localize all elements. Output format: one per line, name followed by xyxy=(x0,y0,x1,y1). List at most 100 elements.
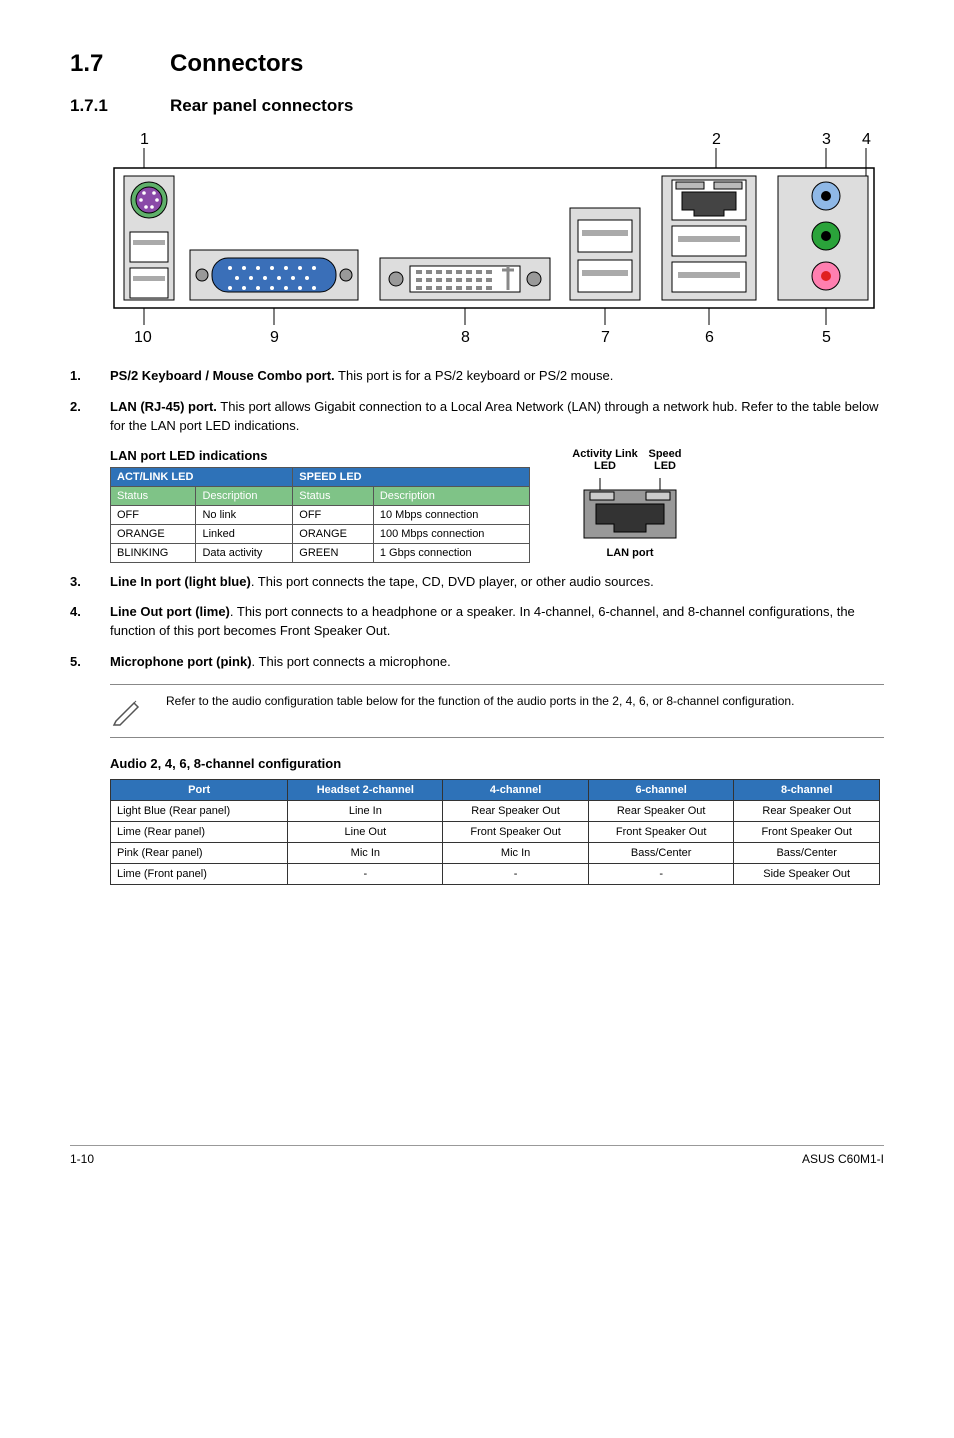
item-2-num: 2. xyxy=(70,398,110,436)
item-5-body: Microphone port (pink). This port connec… xyxy=(110,653,884,672)
audio-th: 8-channel xyxy=(734,779,880,800)
section-number: 1.7 xyxy=(70,50,170,78)
led-cell: 1 Gbps connection xyxy=(373,543,529,562)
section-text: Connectors xyxy=(170,50,303,77)
led-sub-desc-2: Description xyxy=(373,486,529,505)
item-1-text: This port is for a PS/2 keyboard or PS/2… xyxy=(335,368,614,383)
audio-td: Rear Speaker Out xyxy=(443,800,589,821)
lan-act-label: Activity LinkLED xyxy=(570,448,640,472)
led-row-0: OFF No link OFF 10 Mbps connection xyxy=(111,505,530,524)
note-block: Refer to the audio configuration table b… xyxy=(110,684,884,738)
audio-td: Light Blue (Rear panel) xyxy=(111,800,288,821)
audio-th: 6-channel xyxy=(588,779,734,800)
diag-label-2: 2 xyxy=(712,131,721,148)
lan-port-caption: LAN port xyxy=(570,547,690,559)
led-row-2: BLINKING Data activity GREEN 1 Gbps conn… xyxy=(111,543,530,562)
audio-row-3: Lime (Front panel) - - - Side Speaker Ou… xyxy=(111,863,880,884)
audio-td: Side Speaker Out xyxy=(734,863,880,884)
item-3: 3. Line In port (light blue). This port … xyxy=(70,573,884,592)
subsection-text: Rear panel connectors xyxy=(170,96,353,115)
diag-label-5: 5 xyxy=(822,329,831,346)
item-4: 4. Line Out port (lime). This port conne… xyxy=(70,603,884,641)
diag-label-7: 7 xyxy=(601,329,610,346)
audio-table: Port Headset 2-channel 4-channel 6-chann… xyxy=(110,779,880,885)
led-cell: ORANGE xyxy=(293,524,374,543)
item-3-bold: Line In port (light blue) xyxy=(110,574,251,589)
audio-td: Front Speaker Out xyxy=(443,821,589,842)
item-5-bold: Microphone port (pink) xyxy=(110,654,252,669)
led-sub-desc-1: Description xyxy=(196,486,293,505)
audio-td: Lime (Rear panel) xyxy=(111,821,288,842)
led-cell: GREEN xyxy=(293,543,374,562)
subsection-number: 1.7.1 xyxy=(70,96,170,116)
diag-label-8: 8 xyxy=(461,329,470,346)
audio-td: Lime (Front panel) xyxy=(111,863,288,884)
led-table: ACT/LINK LED SPEED LED Status Descriptio… xyxy=(110,467,530,563)
lan-port-illustration: Activity LinkLED SpeedLED LAN port xyxy=(570,448,690,559)
audio-row-2: Pink (Rear panel) Mic In Mic In Bass/Cen… xyxy=(111,842,880,863)
item-4-bold: Line Out port (lime) xyxy=(110,604,230,619)
lan-speed-label: SpeedLED xyxy=(640,448,690,472)
audio-td: Bass/Center xyxy=(734,842,880,863)
led-head-speed: SPEED LED xyxy=(293,467,530,486)
item-3-text: . This port connects the tape, CD, DVD p… xyxy=(251,574,654,589)
led-cell: Linked xyxy=(196,524,293,543)
footer-left: 1-10 xyxy=(70,1152,94,1166)
diag-label-3: 3 xyxy=(822,131,831,148)
led-sub-status-1: Status xyxy=(111,486,196,505)
diag-label-1: 1 xyxy=(140,131,149,148)
led-head-act: ACT/LINK LED xyxy=(111,467,293,486)
item-5-text: . This port connects a microphone. xyxy=(252,654,451,669)
audio-td: Line Out xyxy=(288,821,443,842)
led-cell: No link xyxy=(196,505,293,524)
item-5: 5. Microphone port (pink). This port con… xyxy=(70,653,884,672)
item-5-num: 5. xyxy=(70,653,110,672)
led-caption: LAN port LED indications xyxy=(110,448,530,463)
audio-td: Pink (Rear panel) xyxy=(111,842,288,863)
item-1-num: 1. xyxy=(70,367,110,386)
led-sub-status-2: Status xyxy=(293,486,374,505)
diag-label-6: 6 xyxy=(705,329,714,346)
item-1: 1. PS/2 Keyboard / Mouse Combo port. Thi… xyxy=(70,367,884,386)
audio-td: Bass/Center xyxy=(588,842,734,863)
item-1-bold: PS/2 Keyboard / Mouse Combo port. xyxy=(110,368,335,383)
diag-label-4: 4 xyxy=(862,131,871,148)
item-2-text: This port allows Gigabit connection to a… xyxy=(110,399,879,433)
audio-td: - xyxy=(443,863,589,884)
item-2-body: LAN (RJ-45) port. This port allows Gigab… xyxy=(110,398,884,436)
audio-td: Mic In xyxy=(443,842,589,863)
audio-td: Front Speaker Out xyxy=(734,821,880,842)
item-2: 2. LAN (RJ-45) port. This port allows Gi… xyxy=(70,398,884,436)
led-row-1: ORANGE Linked ORANGE 100 Mbps connection xyxy=(111,524,530,543)
rear-panel-svg: 1 2 3 4 xyxy=(110,130,880,350)
led-cell: 10 Mbps connection xyxy=(373,505,529,524)
audio-title: Audio 2, 4, 6, 8-channel configuration xyxy=(110,756,884,771)
audio-td: - xyxy=(288,863,443,884)
led-block: LAN port LED indications ACT/LINK LED SP… xyxy=(110,448,530,563)
audio-row-1: Lime (Rear panel) Line Out Front Speaker… xyxy=(111,821,880,842)
audio-td: Rear Speaker Out xyxy=(734,800,880,821)
subsection-title: 1.7.1Rear panel connectors xyxy=(70,96,884,116)
rear-panel-diagram: 1 2 3 4 xyxy=(110,130,884,353)
led-cell: Data activity xyxy=(196,543,293,562)
footer-right: ASUS C60M1-I xyxy=(802,1152,884,1166)
led-cell: ORANGE xyxy=(111,524,196,543)
note-text: Refer to the audio configuration table b… xyxy=(166,693,794,710)
audio-td: Front Speaker Out xyxy=(588,821,734,842)
audio-row-0: Light Blue (Rear panel) Line In Rear Spe… xyxy=(111,800,880,821)
lan-port-svg xyxy=(570,474,690,544)
audio-td: Rear Speaker Out xyxy=(588,800,734,821)
led-cell: BLINKING xyxy=(111,543,196,562)
diag-label-9: 9 xyxy=(270,329,279,346)
audio-td: - xyxy=(588,863,734,884)
item-2-bold: LAN (RJ-45) port. xyxy=(110,399,217,414)
audio-td: Mic In xyxy=(288,842,443,863)
audio-th: Port xyxy=(111,779,288,800)
audio-th: 4-channel xyxy=(443,779,589,800)
item-1-body: PS/2 Keyboard / Mouse Combo port. This p… xyxy=(110,367,884,386)
item-3-num: 3. xyxy=(70,573,110,592)
audio-td: Line In xyxy=(288,800,443,821)
led-cell: OFF xyxy=(293,505,374,524)
page-footer: 1-10 ASUS C60M1-I xyxy=(70,1145,884,1166)
diag-label-10: 10 xyxy=(134,329,152,346)
